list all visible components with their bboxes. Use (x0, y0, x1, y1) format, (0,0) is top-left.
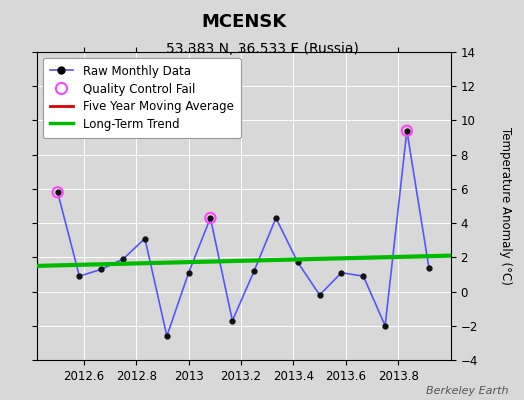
Text: Berkeley Earth: Berkeley Earth (426, 386, 508, 396)
Point (206, 215, 215, 221)
Y-axis label: Temperature Anomaly (°C): Temperature Anomaly (°C) (498, 127, 511, 285)
Title: MCENSK: MCENSK (201, 13, 286, 31)
Legend: Raw Monthly Data, Quality Control Fail, Five Year Moving Average, Long-Term Tren: Raw Monthly Data, Quality Control Fail, … (42, 58, 241, 138)
Point (403, 128, 411, 134)
Text: 53.383 N, 36.533 E (Russia): 53.383 N, 36.533 E (Russia) (166, 42, 358, 56)
Point (53, 189, 62, 196)
